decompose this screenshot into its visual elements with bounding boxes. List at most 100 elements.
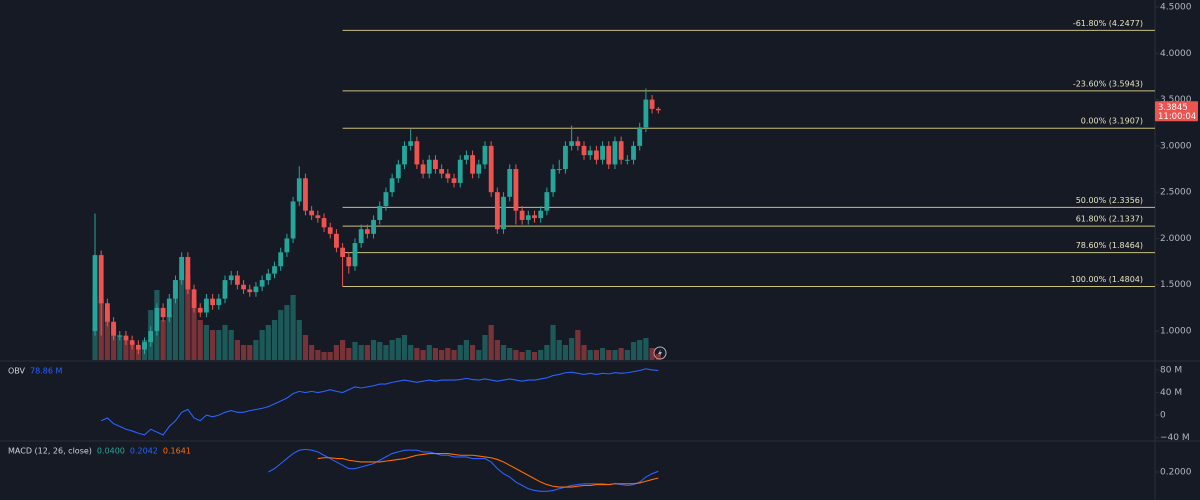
pane-readout: 0.2042 [130, 447, 158, 456]
candle-body [179, 256, 185, 281]
volume-bar [612, 350, 618, 360]
last-price-label: 3.3845 [1158, 103, 1188, 113]
candle-body [315, 215, 321, 219]
volume-bar [210, 330, 216, 360]
candle-body [123, 335, 129, 341]
candle-body [513, 169, 519, 211]
volume-bar [624, 350, 630, 360]
fib-label: 78.60% (1.8464) [1076, 241, 1143, 250]
volume-bar [296, 320, 302, 360]
volume-bar [117, 335, 123, 360]
y-tick-label: 3.0000 [1160, 141, 1192, 151]
indicator-line [100, 368, 659, 436]
volume-bar [575, 330, 581, 360]
volume-bar [482, 335, 488, 360]
candle-body [241, 284, 246, 290]
volume-bar [377, 342, 383, 360]
volume-bar [259, 330, 265, 360]
volume-bar [556, 340, 562, 360]
candle-body [550, 169, 556, 193]
volume-bar [414, 348, 420, 360]
volume-bar [166, 315, 172, 360]
fib-label: 0.00% (3.1907) [1081, 117, 1143, 126]
y-tick-label: 2.0000 [1160, 234, 1192, 244]
volume-bar [531, 352, 538, 360]
candle-body [142, 342, 147, 350]
volume-bar [234, 340, 240, 360]
volume-bar [247, 345, 253, 360]
volume-bar [655, 354, 661, 360]
candle-body [519, 210, 525, 220]
candle-body [389, 178, 395, 193]
candle-body [464, 155, 469, 160]
y-tick-label: 2.5000 [1160, 188, 1192, 198]
volume-bar [426, 345, 432, 360]
y-tick-label: 4.5000 [1160, 3, 1192, 13]
candle-body [525, 215, 531, 220]
volume-bar [649, 348, 655, 360]
volume-bar [346, 348, 352, 360]
candle-body [222, 280, 228, 299]
pane-title: MACD (12, 26, close) [8, 447, 92, 456]
candle-body [166, 298, 172, 318]
candle-body [445, 173, 451, 179]
candle-body [129, 340, 135, 345]
volume-bar [432, 348, 439, 360]
volume-bar [302, 335, 309, 360]
volume-bar [364, 345, 370, 360]
candle-body [364, 229, 370, 234]
candle-body [104, 303, 110, 322]
pane-readout: 0.1641 [163, 447, 191, 456]
y-tick-label: 40 M [1160, 388, 1182, 398]
candle-body [253, 286, 259, 293]
candle-body [259, 280, 265, 287]
volume-bar [370, 340, 377, 360]
volume-bar [110, 325, 117, 360]
volume-bar [253, 340, 259, 360]
y-tick-label: 4.0000 [1160, 49, 1192, 59]
candle-body [643, 99, 649, 128]
volume-bar [630, 342, 637, 360]
candle-body [135, 344, 141, 350]
volume-bar [222, 325, 228, 360]
candle-body [290, 201, 296, 239]
candle-body [303, 178, 308, 211]
volume-bar [569, 338, 575, 360]
volume-bar [315, 350, 321, 360]
volume-bar [340, 340, 346, 360]
candle-body [234, 275, 240, 285]
volume-bar [618, 348, 624, 360]
candle-body [451, 178, 457, 183]
volume-bar [309, 345, 315, 360]
volume-bar [197, 320, 203, 360]
candle-body [470, 155, 475, 174]
y-tick-label: 1.0000 [1160, 327, 1192, 337]
candle-body [272, 266, 277, 274]
volume-bar [581, 345, 587, 360]
pane-value: 78.86 M [30, 367, 62, 376]
candle-body [439, 169, 445, 174]
fib-label: 61.80% (2.1337) [1076, 215, 1143, 224]
replay-icon[interactable] [653, 346, 667, 360]
candle-body [488, 145, 494, 193]
volume-bar [352, 342, 358, 360]
volume-bar [383, 345, 389, 360]
volume-bar [469, 345, 476, 360]
fib-label: 50.00% (2.3356) [1076, 196, 1143, 205]
volume-bar [185, 275, 191, 360]
candle-body [501, 196, 506, 230]
volume-bar [179, 265, 185, 360]
candle-body [408, 141, 414, 146]
fib-label: -61.80% (4.2477) [1073, 19, 1143, 28]
y-tick-label: 1.5000 [1160, 280, 1192, 290]
volume-bar [445, 348, 451, 360]
candle-body [92, 255, 98, 332]
candle-body [631, 145, 636, 160]
volume-bar [507, 348, 513, 360]
volume-bar [451, 350, 457, 360]
volume-bar [203, 325, 210, 360]
volume-bar [228, 330, 234, 360]
candle-body [154, 307, 160, 332]
